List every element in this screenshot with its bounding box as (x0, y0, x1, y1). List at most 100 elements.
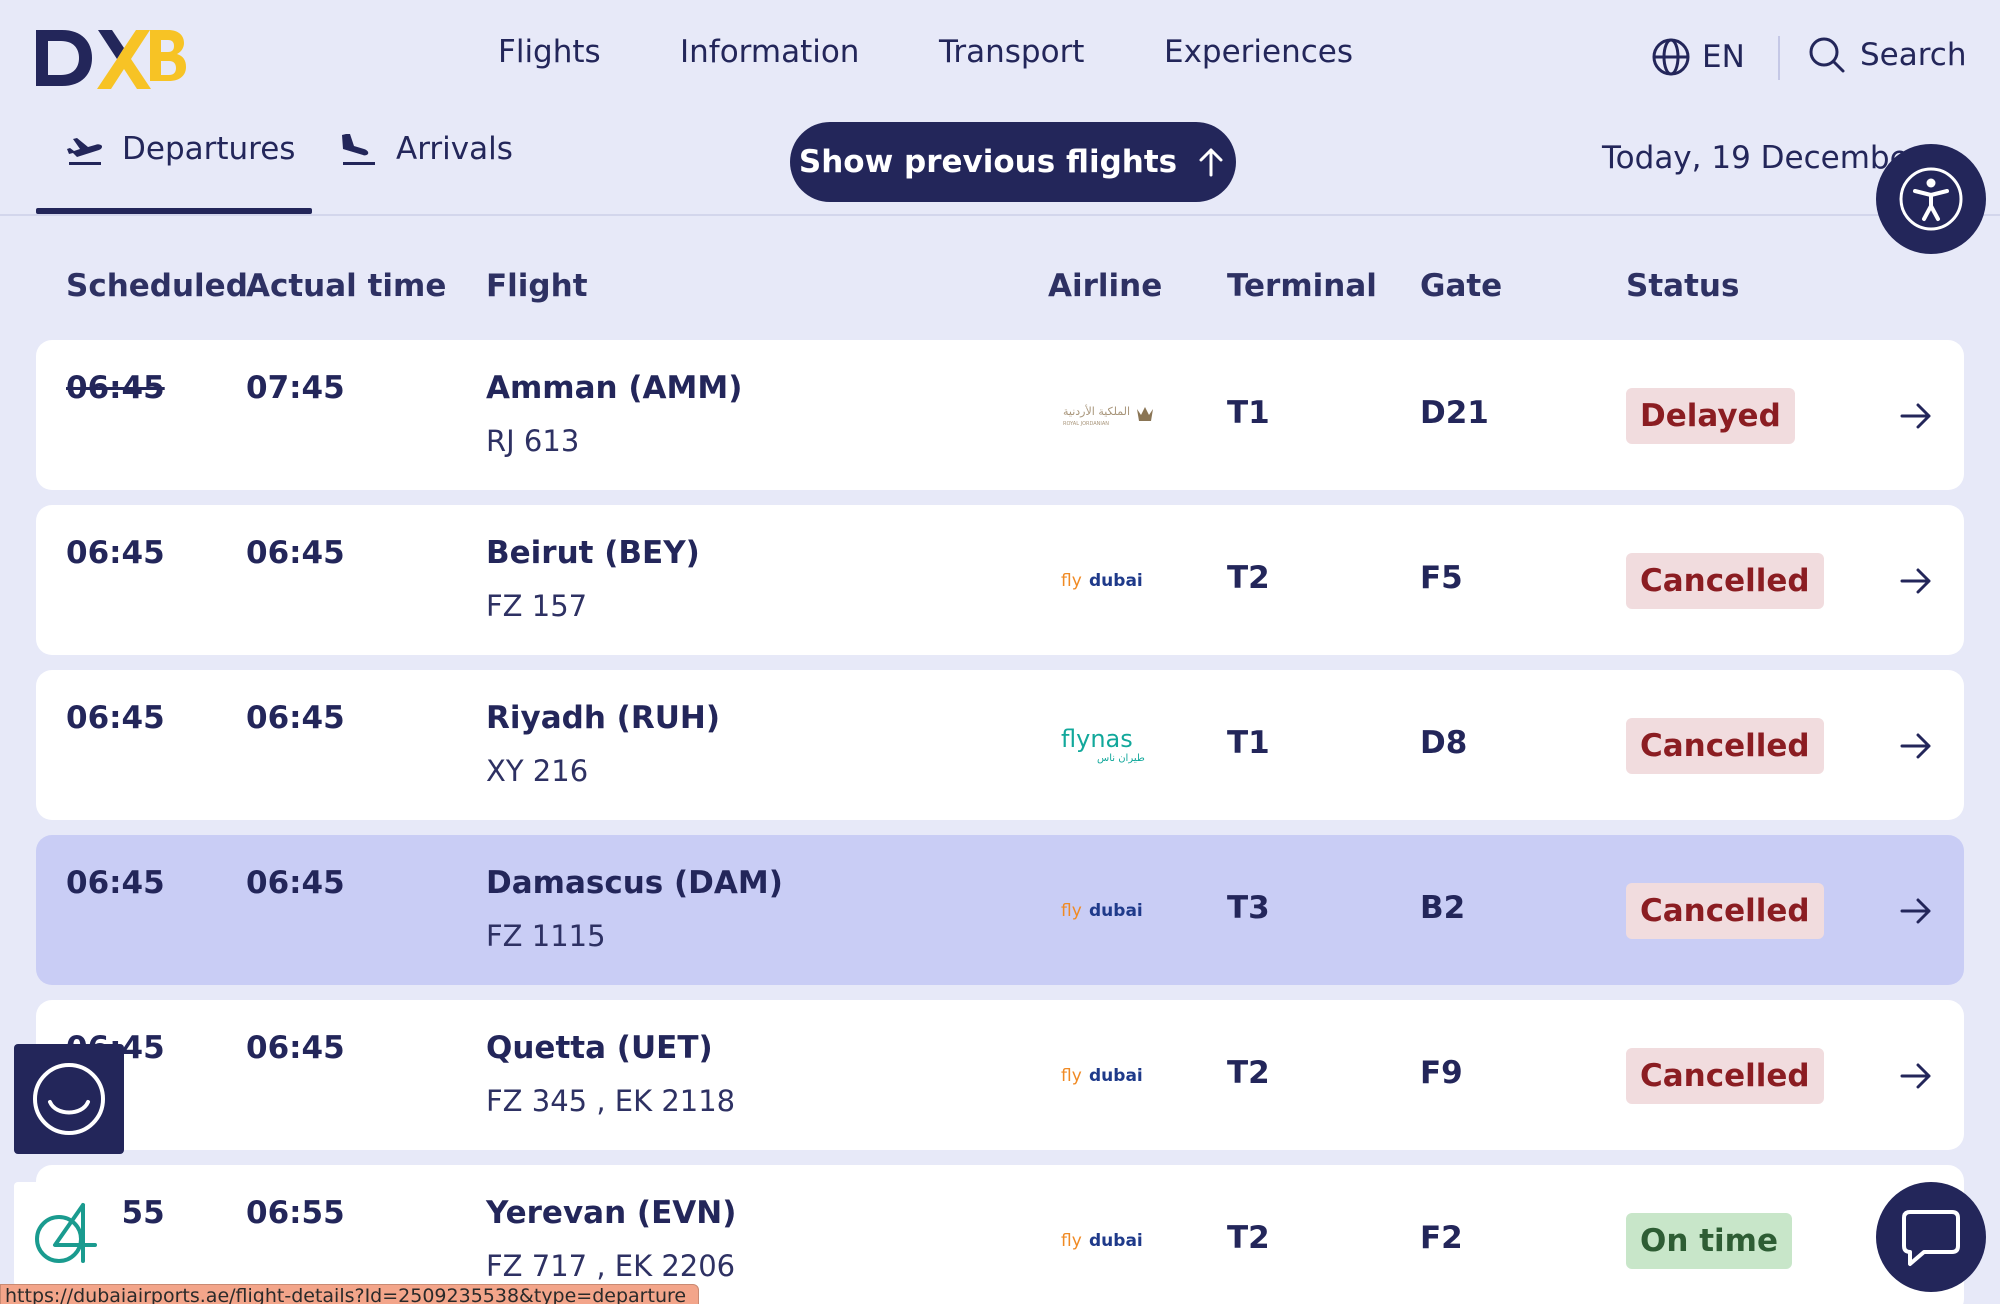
flydubai-logo-dubai: dubai (1089, 901, 1143, 921)
nav-flights[interactable]: Flights (498, 34, 601, 70)
live-chat-button[interactable] (1876, 1182, 1986, 1292)
search-icon (1809, 37, 1845, 73)
flight-row[interactable]: 06:45 07:45 Amman (AMM) RJ 613 الملكية الأرد… (36, 340, 1964, 490)
flight-number: FZ 157 (486, 589, 588, 623)
smile-icon (33, 1063, 105, 1135)
flynas-logo-name: flynas (1061, 725, 1133, 753)
actual-time: 06:45 (246, 1030, 345, 1066)
terminal: T2 (1227, 1055, 1270, 1091)
col-terminal: Terminal (1227, 268, 1377, 304)
col-actual-time: Actual time (246, 268, 447, 304)
scheduled-time: 06:45 (66, 700, 165, 736)
terminal: T2 (1227, 560, 1270, 596)
flight-number: FZ 717 , EK 2206 (486, 1249, 736, 1283)
plane-takeoff-icon (67, 138, 103, 165)
arrow-right-icon[interactable] (1896, 726, 1936, 766)
arrow-right-icon[interactable] (1896, 891, 1936, 931)
flydubai-logo-fly: fly (1061, 571, 1082, 591)
tab-arrivals[interactable]: Arrivals (340, 130, 513, 168)
flydubai-logo-dubai: dubai (1089, 571, 1143, 591)
language-label: EN (1702, 39, 1745, 75)
destination: Amman (AMM) (486, 370, 743, 406)
status-badge: Cancelled (1626, 1048, 1824, 1104)
col-flight: Flight (486, 268, 588, 304)
date-selector[interactable]: Today, 19 December (1602, 140, 1922, 176)
status-badge: On time (1626, 1213, 1792, 1269)
globe-icon (1652, 38, 1690, 76)
nav-information[interactable]: Information (680, 34, 860, 70)
dxb-logo[interactable] (36, 22, 186, 98)
actual-time: 06:45 (246, 700, 345, 736)
status-badge: Cancelled (1626, 718, 1824, 774)
assistant-chat-button[interactable] (14, 1044, 124, 1154)
destination: Quetta (UET) (486, 1030, 713, 1066)
tab-arrivals-label: Arrivals (396, 131, 513, 167)
search-label: Search (1860, 37, 1967, 73)
gate: F5 (1420, 560, 1463, 596)
accessibility-button[interactable] (1876, 144, 1986, 254)
actual-time: 07:45 (246, 370, 345, 406)
col-airline: Airline (1048, 268, 1163, 304)
gate: B2 (1420, 890, 1466, 926)
terminal: T1 (1227, 395, 1270, 431)
status-badge: Delayed (1626, 388, 1795, 444)
flydubai-logo-fly: fly (1061, 1066, 1082, 1086)
browser-status-url: https://dubaiairports.ae/flight-details?… (0, 1284, 700, 1304)
plane-landing-icon (342, 134, 375, 165)
search-button[interactable]: Search (1808, 36, 1967, 74)
actual-time: 06:45 (246, 535, 345, 571)
flynas-logo-arabic: طيران ناس (1097, 753, 1145, 764)
flight-row[interactable]: 06:45 06:45 Beirut (BEY) FZ 157 fly dubai T2 F5… (36, 505, 1964, 655)
scheduled-time: 06:45 (66, 865, 165, 901)
nav-transport[interactable]: Transport (939, 34, 1085, 70)
chat-bubble-icon (1902, 1210, 1960, 1266)
col-status: Status (1626, 268, 1740, 304)
gate: D8 (1420, 725, 1468, 761)
scheduled-time: 06:45 (66, 535, 165, 571)
flydubai-logo-fly: fly (1061, 1231, 1082, 1251)
header-divider (1778, 36, 1780, 80)
arrow-up-icon (1199, 148, 1223, 177)
arrow-right-icon[interactable] (1896, 396, 1936, 436)
g4-badge[interactable] (14, 1182, 124, 1286)
show-previous-flights-button[interactable]: Show previous flights (790, 122, 1236, 202)
gate: D21 (1420, 395, 1489, 431)
destination: Beirut (BEY) (486, 535, 700, 571)
tab-departures-label: Departures (122, 131, 296, 167)
destination: Yerevan (EVN) (486, 1195, 737, 1231)
flydubai-logo-dubai: dubai (1089, 1231, 1143, 1251)
show-previous-flights-label: Show previous flights (798, 144, 1178, 180)
flydubai-logo-fly: fly (1061, 901, 1082, 921)
scheduled-time: 06:45 (66, 370, 165, 406)
flight-row[interactable]: 06:45 06:45 Riyadh (RUH) XY 216 flynas طيران … (36, 670, 1964, 820)
destination: Damascus (DAM) (486, 865, 783, 901)
nav-experiences[interactable]: Experiences (1164, 34, 1354, 70)
status-badge: Cancelled (1626, 883, 1824, 939)
actual-time: 06:55 (246, 1195, 345, 1231)
flight-number: XY 216 (486, 754, 589, 788)
arrow-right-icon[interactable] (1896, 1056, 1936, 1096)
flydubai-logo: fly dubai (1061, 901, 1143, 921)
terminal: T3 (1227, 890, 1270, 926)
terminal: T2 (1227, 1220, 1270, 1256)
royal-jordanian-logo-arabic: الملكية الأردنية (1063, 404, 1130, 418)
status-badge: Cancelled (1626, 553, 1824, 609)
arrow-right-icon[interactable] (1896, 561, 1936, 601)
royal-jordanian-logo-latin: ROYAL JORDANIAN (1063, 421, 1109, 427)
flight-number: FZ 345 , EK 2118 (486, 1084, 736, 1118)
g4-logo-icon (35, 1203, 97, 1263)
flydubai-logo: fly dubai (1061, 571, 1143, 591)
gate: F9 (1420, 1055, 1463, 1091)
flydubai-logo: fly dubai (1061, 1231, 1143, 1251)
tab-departures[interactable]: Departures (66, 130, 295, 168)
destination: Riyadh (RUH) (486, 700, 720, 736)
actual-time: 06:45 (246, 865, 345, 901)
accessibility-icon (1899, 167, 1963, 231)
col-gate: Gate (1420, 268, 1503, 304)
language-selector[interactable]: EN (1652, 38, 1745, 76)
flight-number: FZ 1115 (486, 919, 606, 953)
flight-row[interactable]: 06:45 06:45 Damascus (DAM) FZ 1115 fly dubai T… (36, 835, 1964, 985)
